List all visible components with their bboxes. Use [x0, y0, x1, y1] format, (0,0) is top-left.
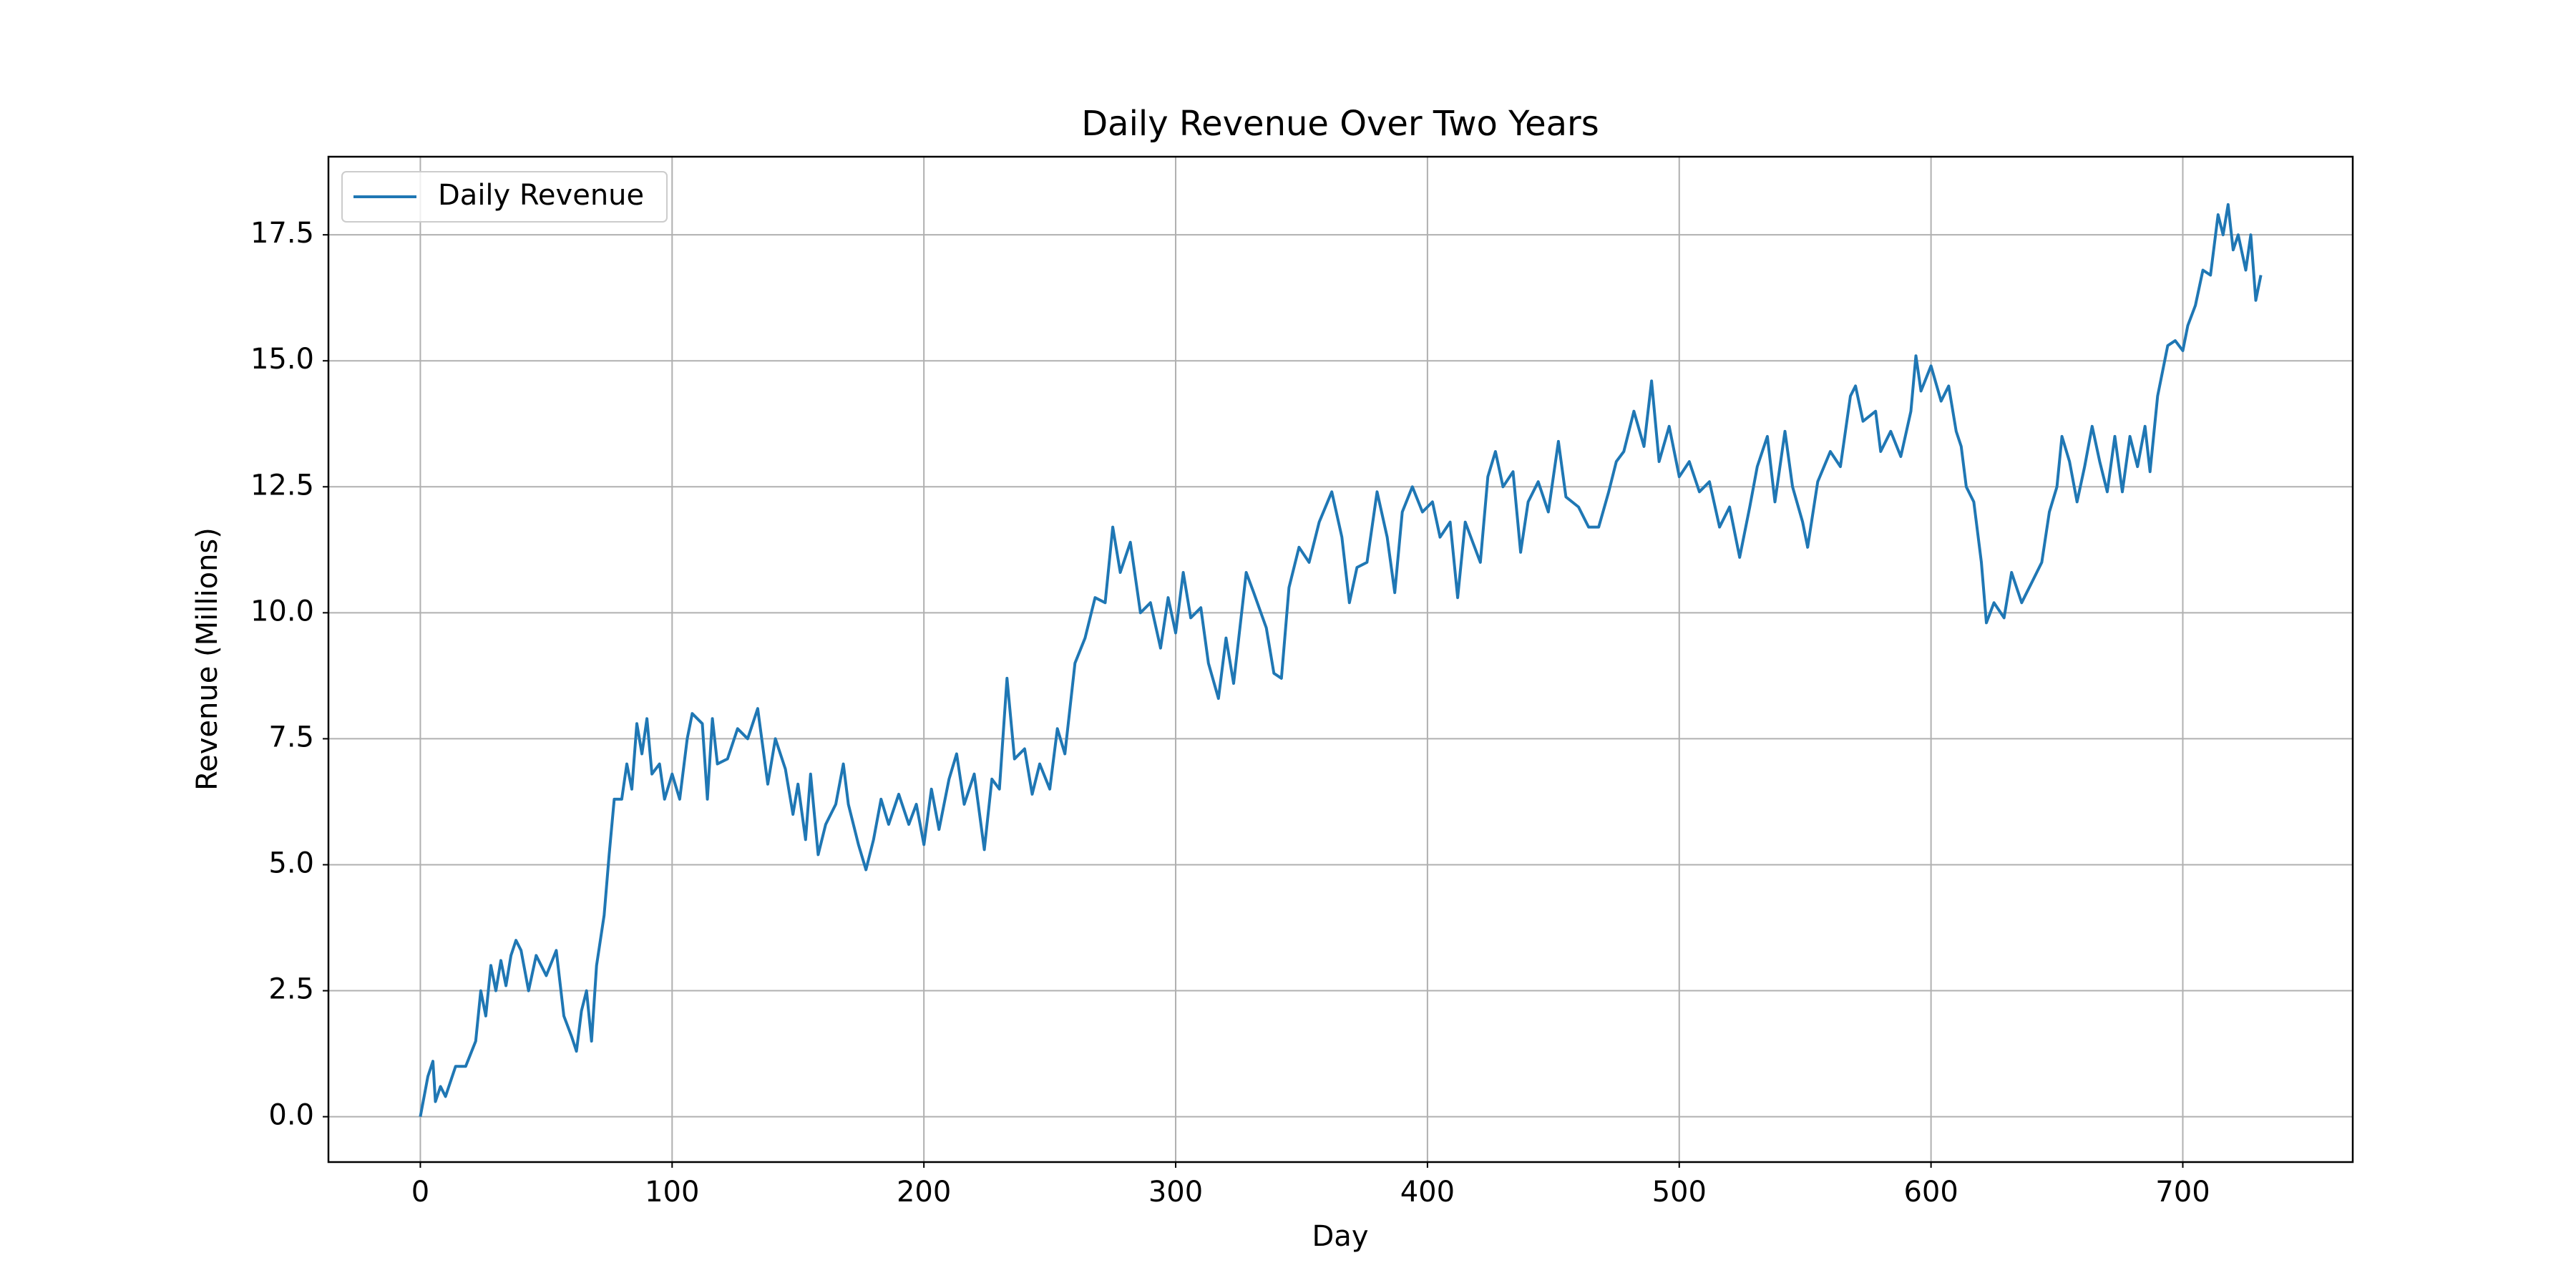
legend-label: Daily Revenue: [438, 179, 644, 212]
y-tick-label: 2.5: [268, 973, 314, 1006]
x-tick-label: 200: [897, 1176, 951, 1209]
x-tick-label: 0: [411, 1176, 429, 1209]
plot-frame: [327, 155, 2354, 1163]
y-tick-label: 0.0: [268, 1099, 314, 1132]
y-tick-label: 10.0: [250, 595, 314, 628]
chart-title: Daily Revenue Over Two Years: [1081, 104, 1599, 144]
x-tick-label: 100: [645, 1176, 699, 1209]
y-tick-label: 7.5: [268, 721, 314, 753]
y-tick-label: 12.5: [250, 469, 314, 502]
data-line: [419, 203, 2263, 1117]
x-tick-label: 600: [1903, 1176, 1958, 1209]
x-tick-label: 300: [1148, 1176, 1203, 1209]
x-tick-label: 500: [1652, 1176, 1707, 1209]
y-tick-label: 17.5: [250, 217, 314, 250]
x-tick-label: 400: [1400, 1176, 1455, 1209]
legend-box: [341, 171, 668, 223]
y-tick-label: 15.0: [250, 343, 314, 376]
y-tick-label: 5.0: [268, 847, 314, 879]
x-tick-label: 700: [2155, 1176, 2210, 1209]
x-axis-label: Day: [1312, 1220, 1369, 1253]
y-axis-label: Revenue (Millions): [191, 527, 224, 791]
